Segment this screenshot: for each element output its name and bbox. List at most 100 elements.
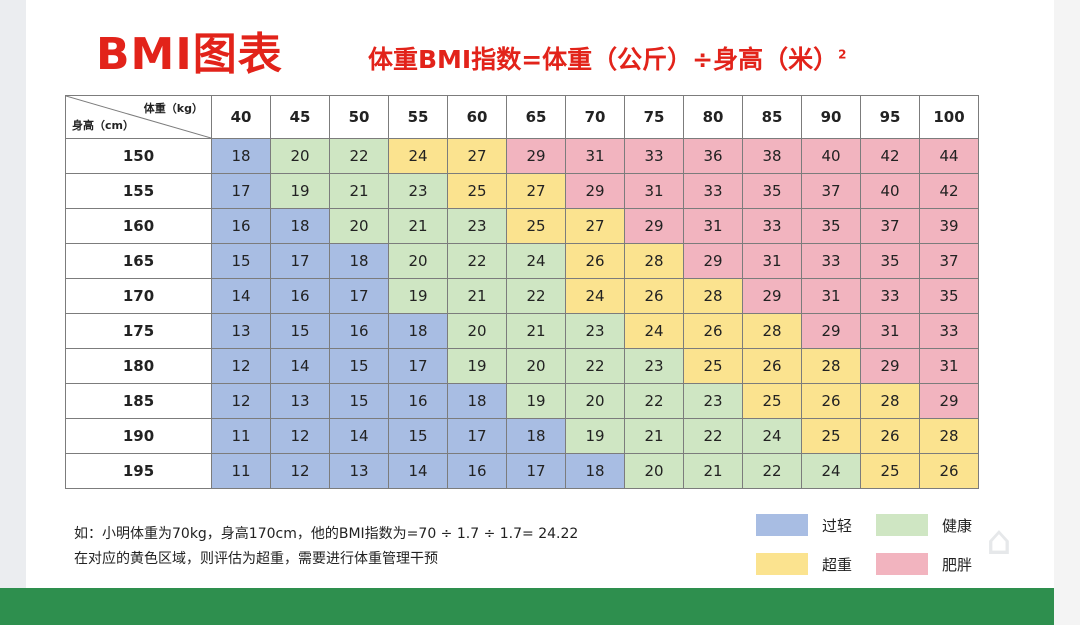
bmi-cell: 22 (742, 453, 802, 489)
bmi-cell: 29 (801, 313, 861, 349)
height-row: 150 18 20 22 24 27 29 31 33 36 38 40 42 44 (65, 138, 979, 174)
weight-tick-label: 100 (919, 95, 979, 139)
bmi-cell: 28 (919, 418, 979, 454)
bmi-cell: 37 (919, 243, 979, 279)
weight-tick-label: 80 (683, 95, 743, 139)
height-tick-label: 165 (65, 243, 212, 279)
bmi-cell: 26 (624, 278, 684, 314)
legend-overweight: 超重 (756, 553, 852, 575)
bmi-cell: 24 (506, 243, 566, 279)
weight-tick-label: 45 (270, 95, 330, 139)
bmi-cell: 22 (624, 383, 684, 419)
height-row: 175 13 15 16 18 20 21 23 24 26 28 29 31 33 (65, 313, 979, 349)
bmi-cell: 29 (506, 138, 566, 174)
bmi-cell: 16 (388, 383, 448, 419)
bmi-cell: 24 (801, 453, 861, 489)
bmi-cell: 17 (506, 453, 566, 489)
bmi-cell: 21 (388, 208, 448, 244)
height-tick-label: 195 (65, 453, 212, 489)
bmi-cell: 20 (565, 383, 625, 419)
bmi-cell: 23 (624, 348, 684, 384)
bmi-cell: 35 (742, 173, 802, 209)
legend-swatch-underweight (756, 514, 808, 536)
bmi-cell: 18 (388, 313, 448, 349)
bmi-cell: 42 (860, 138, 920, 174)
bmi-cell: 16 (329, 313, 389, 349)
corner-diagonal (66, 96, 211, 138)
bmi-cell: 21 (447, 278, 507, 314)
bmi-cell: 26 (742, 348, 802, 384)
bmi-cell: 28 (860, 383, 920, 419)
weight-axis-label: 体重（kg） (143, 102, 203, 115)
bmi-cell: 33 (683, 173, 743, 209)
weight-tick-label: 85 (742, 95, 802, 139)
bmi-cell: 25 (860, 453, 920, 489)
footer-bar (0, 588, 1054, 625)
height-row: 155 17 19 21 23 25 27 29 31 33 35 37 40 42 (65, 173, 979, 209)
bmi-cell: 24 (624, 313, 684, 349)
legend-label-normal: 健康 (942, 516, 973, 535)
corner-cell: 体重（kg） 身高（cm） (65, 95, 212, 139)
weight-tick-label: 95 (860, 95, 920, 139)
weight-tick-label: 60 (447, 95, 507, 139)
height-tick-label: 175 (65, 313, 212, 349)
height-tick-label: 160 (65, 208, 212, 244)
bmi-cell: 39 (919, 208, 979, 244)
bmi-cell: 12 (270, 418, 330, 454)
bmi-cell: 33 (801, 243, 861, 279)
bmi-cell: 31 (683, 208, 743, 244)
bmi-cell: 25 (506, 208, 566, 244)
house-watermark-icon: ⌂ (986, 518, 1012, 564)
advice-note: 在对应的黄色区域，则评估为超重，需要进行体重管理干预 (74, 551, 438, 567)
bmi-cell: 42 (919, 173, 979, 209)
bmi-cell: 29 (919, 383, 979, 419)
bmi-cell: 27 (447, 138, 507, 174)
chart-title: BMI图表 (96, 29, 283, 80)
bmi-cell: 37 (860, 208, 920, 244)
bmi-cell: 19 (565, 418, 625, 454)
bmi-cell: 19 (447, 348, 507, 384)
bmi-cell: 18 (565, 453, 625, 489)
bmi-cell: 28 (624, 243, 684, 279)
bmi-cell: 37 (801, 173, 861, 209)
bmi-cell: 26 (683, 313, 743, 349)
bmi-cell: 21 (683, 453, 743, 489)
legend-normal: 健康 (876, 514, 972, 536)
bmi-cell: 31 (801, 278, 861, 314)
weight-tick-label: 75 (624, 95, 684, 139)
height-row: 160 16 18 20 21 23 25 27 29 31 33 35 37 39 (65, 208, 979, 244)
bmi-cell: 29 (860, 348, 920, 384)
bmi-cell: 11 (211, 418, 271, 454)
bmi-cell: 44 (919, 138, 979, 174)
height-tick-label: 185 (65, 383, 212, 419)
bmi-cell: 16 (447, 453, 507, 489)
bmi-cell: 29 (565, 173, 625, 209)
legend-label-underweight: 过轻 (822, 516, 853, 535)
bmi-cell: 20 (506, 348, 566, 384)
bmi-cell: 16 (270, 278, 330, 314)
formula-superscript: 2 (838, 47, 847, 62)
bmi-cell: 24 (565, 278, 625, 314)
bmi-cell: 18 (447, 383, 507, 419)
bmi-cell: 23 (388, 173, 448, 209)
bmi-cell: 31 (624, 173, 684, 209)
bmi-cell: 31 (565, 138, 625, 174)
height-tick-label: 190 (65, 418, 212, 454)
bmi-cell: 13 (329, 453, 389, 489)
bmi-cell: 14 (270, 348, 330, 384)
bmi-cell: 15 (211, 243, 271, 279)
weight-tick-label: 70 (565, 95, 625, 139)
bmi-cell: 20 (270, 138, 330, 174)
bmi-cell: 23 (565, 313, 625, 349)
bmi-cell: 28 (801, 348, 861, 384)
bmi-cell: 12 (270, 453, 330, 489)
bmi-cell: 33 (860, 278, 920, 314)
bmi-cell: 13 (270, 383, 330, 419)
bmi-cell: 22 (506, 278, 566, 314)
bmi-cell: 16 (211, 208, 271, 244)
bmi-cell: 29 (624, 208, 684, 244)
legend-label-overweight: 超重 (822, 555, 853, 574)
bmi-cell: 35 (801, 208, 861, 244)
bmi-cell: 18 (329, 243, 389, 279)
bmi-cell: 19 (388, 278, 448, 314)
